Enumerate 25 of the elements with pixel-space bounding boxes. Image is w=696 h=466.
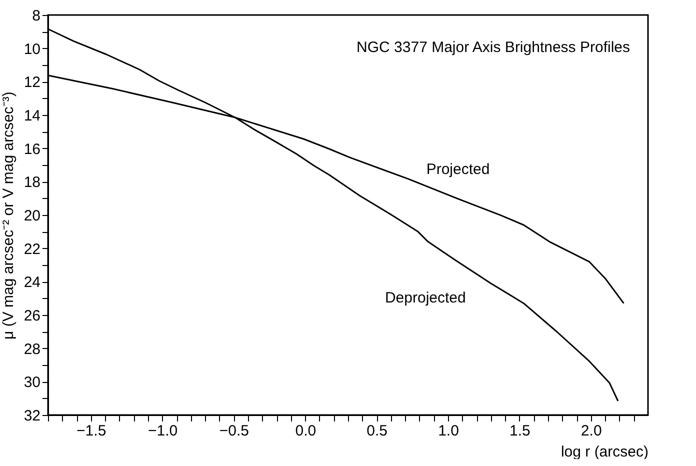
series-label: Deprojected: [384, 289, 466, 306]
y-tick-label: 28: [24, 340, 40, 358]
x-tick-label: 2.0: [580, 422, 602, 440]
x-tick-label: −1.0: [148, 422, 178, 440]
y-tick-label: 24: [24, 274, 40, 292]
y-tick-label: 16: [24, 140, 40, 158]
y-tick-label: 22: [24, 240, 40, 258]
x-tick-label: −0.5: [219, 422, 250, 440]
y-tick-label: 8: [32, 8, 40, 24]
x-tick-label: 1.5: [510, 422, 530, 440]
y-tick-label: 10: [24, 40, 40, 58]
x-tick-label: −1.5: [76, 422, 106, 440]
x-tick-label: 0.0: [295, 422, 316, 440]
y-tick-label: 18: [24, 174, 40, 192]
y-tick-label: 14: [24, 108, 40, 124]
y-tick-label: 26: [24, 308, 40, 324]
y-tick-label: 32: [24, 408, 40, 424]
x-tick-label: 0.5: [366, 422, 388, 440]
text: NGC 3377 Major Axis Brightness Profiles: [356, 39, 630, 56]
y-tick-label: 30: [24, 374, 40, 392]
x-tick-label: 1.0: [438, 422, 459, 440]
y-tick-label: 12: [24, 74, 40, 92]
y-axis-title: μ (V mag arcsec⁻² or V mag arcsec⁻³): [0, 92, 17, 340]
y-tick-label: 20: [24, 208, 40, 224]
series-label: Projected: [426, 160, 490, 178]
